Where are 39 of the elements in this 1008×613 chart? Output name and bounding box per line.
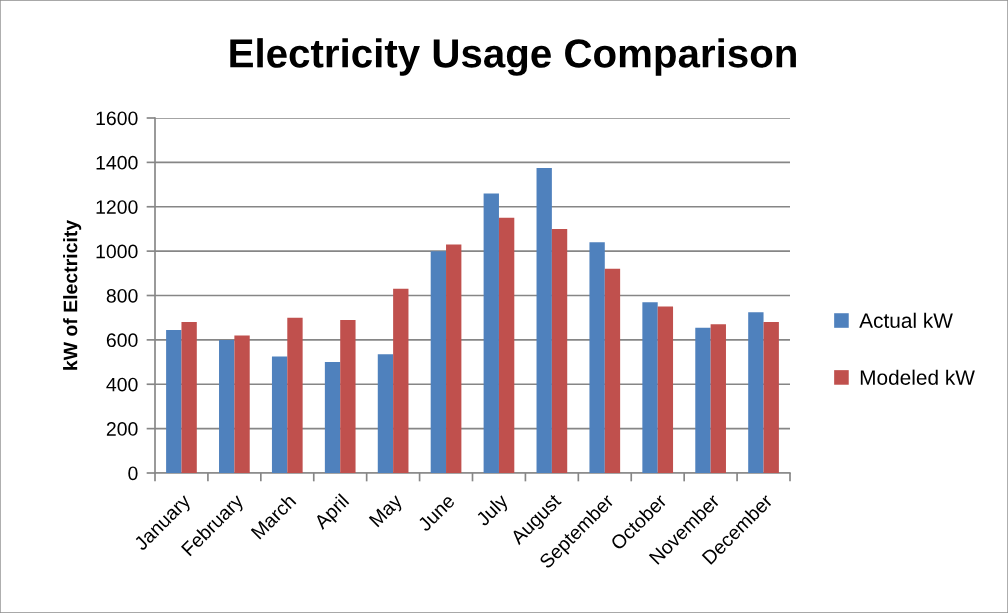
legend-label: Modeled kW <box>860 369 975 385</box>
y-tick-label: 0 <box>128 466 138 481</box>
y-tick-label: 800 <box>106 288 138 303</box>
y-tick-label: 400 <box>106 377 138 392</box>
bar <box>181 322 197 473</box>
legend-label: Actual kW <box>859 312 953 329</box>
y-tick-label: 1600 <box>96 111 138 126</box>
bar <box>219 339 235 473</box>
bar <box>483 193 499 473</box>
x-tick-label: July <box>474 492 512 530</box>
y-tick-label: 1000 <box>96 244 138 259</box>
bar <box>446 244 462 473</box>
bar <box>271 356 288 473</box>
bar <box>287 317 303 473</box>
bar <box>589 242 605 473</box>
bar <box>324 362 341 473</box>
bar <box>748 312 764 473</box>
bar <box>234 335 250 473</box>
bar <box>340 319 356 473</box>
y-tick-label: 1400 <box>96 155 138 170</box>
bar <box>657 306 674 473</box>
bar <box>377 354 394 473</box>
bar <box>695 327 711 473</box>
bar <box>166 329 182 473</box>
y-tick-label: 1200 <box>96 200 138 214</box>
bar <box>393 288 409 473</box>
bar <box>642 302 658 473</box>
y-tick-label: 600 <box>106 333 138 348</box>
bar <box>710 324 726 473</box>
y-axis-title: kW of Electricity <box>63 219 82 370</box>
y-tick-label: 200 <box>106 422 138 436</box>
bar <box>498 217 515 473</box>
bar <box>536 167 552 473</box>
bar <box>604 268 621 473</box>
chart-title: Electricity Usage Comparison <box>230 38 796 76</box>
bar <box>551 228 568 473</box>
bar <box>430 251 447 473</box>
x-tick-label: May <box>368 492 406 531</box>
bar <box>763 322 779 473</box>
